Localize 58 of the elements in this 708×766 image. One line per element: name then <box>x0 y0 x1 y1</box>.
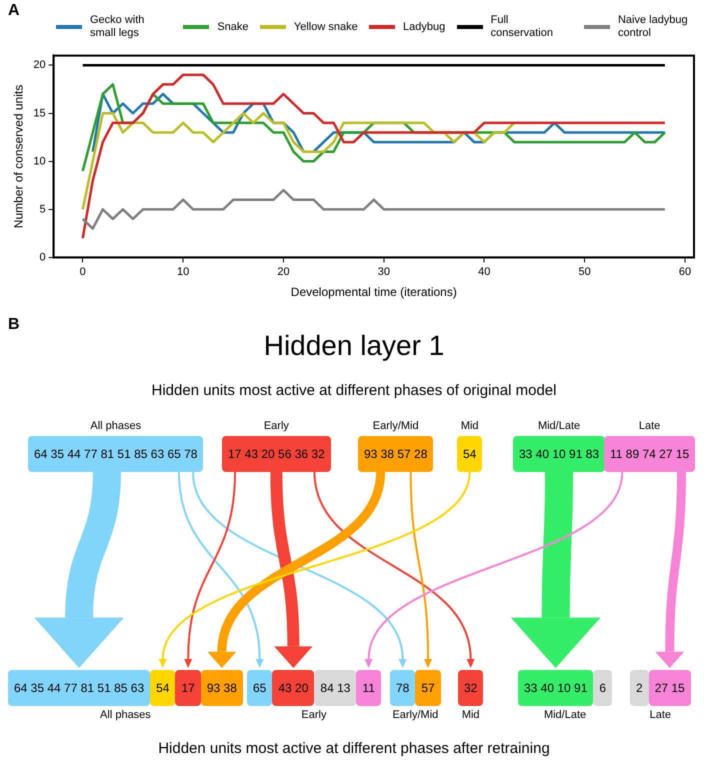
unit-box: 54 <box>150 670 176 706</box>
category-label: Mid <box>462 709 480 721</box>
x-tick-label: 30 <box>378 266 390 278</box>
unit-box: 11 <box>356 670 381 706</box>
category-label: All phases <box>90 420 142 432</box>
unit-box: 54 <box>457 436 482 472</box>
legend-label: Naive ladybug control <box>618 14 689 40</box>
unit-box: 33 40 10 91 <box>518 670 594 706</box>
category-label: Late <box>650 709 672 721</box>
unit-box: 64 35 44 77 81 51 85 63 <box>8 670 150 706</box>
unit-box: 64 35 44 77 81 51 85 63 65 78 <box>28 436 204 472</box>
unit-box: 57 <box>415 670 441 706</box>
legend-label: Yellow snake <box>294 20 358 34</box>
unit-box: 6 <box>593 670 612 706</box>
y-tick-label: 20 <box>33 59 46 72</box>
unit-box: 43 20 <box>272 670 314 706</box>
y-tick-label: 10 <box>33 155 46 168</box>
x-tick-label: 60 <box>678 266 692 278</box>
unit-box: 27 15 <box>648 670 691 706</box>
y-tick-label: 0 <box>40 251 46 264</box>
legend-label: Ladybug <box>403 20 446 34</box>
category-label: Mid/Late <box>538 420 580 432</box>
text: Hidden layer 1 <box>264 330 444 361</box>
category-label: Mid/Late <box>544 709 586 721</box>
x-axis-title: Developmental time (iterations) <box>290 285 457 300</box>
category-label: All phases <box>100 709 151 721</box>
x-tick-label: 50 <box>578 266 591 278</box>
category-label: Early/Mid <box>392 709 438 721</box>
unit-box: 32 <box>458 670 484 706</box>
category-label: Early <box>301 709 326 721</box>
category-label: Early <box>264 420 289 432</box>
text: A <box>8 2 20 20</box>
legend-label: Full conservation <box>490 14 554 40</box>
x-tick-label: 10 <box>176 266 190 278</box>
unit-box: 93 38 57 28 <box>358 436 434 472</box>
unit-box: 93 38 <box>200 670 243 706</box>
text: B <box>8 316 20 334</box>
x-tick-label: 40 <box>478 266 490 278</box>
unit-box: 65 <box>247 670 272 706</box>
text: Hidden units most active at different phases of original model <box>150 382 558 399</box>
y-axis-title: Number of conserved units <box>12 84 26 228</box>
y-tick-label: 5 <box>40 203 46 216</box>
unit-box: 11 89 74 27 15 <box>604 436 696 472</box>
unit-box: 17 43 20 56 36 32 <box>222 436 331 472</box>
y-tick-label: 15 <box>33 107 46 120</box>
legend-label: Snake <box>217 20 249 34</box>
unit-box: 2 <box>630 670 649 706</box>
category-label: Mid <box>460 420 479 432</box>
x-tick-label: 0 <box>80 266 86 278</box>
unit-box: 17 <box>175 670 201 706</box>
text: Hidden units most active at different phases after retraining <box>157 740 551 757</box>
unit-box: 78 <box>390 670 416 706</box>
category-label: Early/Mid <box>372 420 419 432</box>
unit-box: 84 13 <box>314 670 356 706</box>
unit-box: 33 40 10 91 83 <box>513 436 606 472</box>
legend-label: Gecko with small legs <box>90 14 146 40</box>
category-label: Late <box>638 420 660 432</box>
x-tick-label: 20 <box>277 266 290 278</box>
